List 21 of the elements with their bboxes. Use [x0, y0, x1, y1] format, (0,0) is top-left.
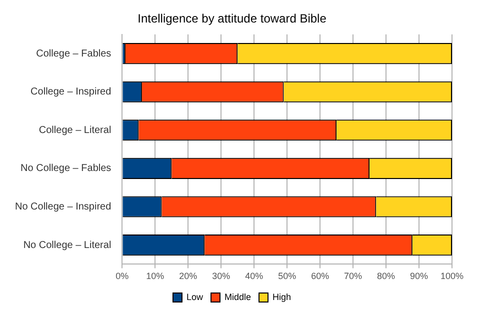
y-tick-label: College – Inspired — [30, 86, 112, 98]
y-tick-label: College – Fables — [36, 48, 112, 60]
x-tick-label: 90% — [410, 271, 428, 282]
x-tick-label: 30% — [212, 271, 230, 282]
x-tick-label: 0% — [116, 271, 129, 282]
legend-label: Low — [186, 292, 204, 302]
legend-label: Middle — [224, 292, 252, 302]
x-tick-label: 70% — [344, 271, 362, 282]
x-tick-label: 100% — [440, 271, 464, 282]
y-tick-label: No College – Literal — [23, 240, 112, 251]
y-tick-label: No College – Inspired — [14, 202, 112, 212]
x-tick-label: 20% — [179, 271, 198, 282]
y-tick-label: No College – Fables — [20, 163, 112, 174]
x-tick-label: 40% — [245, 271, 264, 282]
chart-title: Intelligence by attitude toward Bible — [138, 12, 327, 26]
x-tick-label: 50% — [278, 271, 296, 282]
y-tick-label: College – Literal — [38, 124, 112, 136]
x-tick-label: 80% — [377, 271, 396, 282]
x-tick-label: 10% — [146, 271, 164, 282]
legend-label: High — [272, 292, 292, 302]
x-tick-label: 60% — [311, 271, 330, 282]
